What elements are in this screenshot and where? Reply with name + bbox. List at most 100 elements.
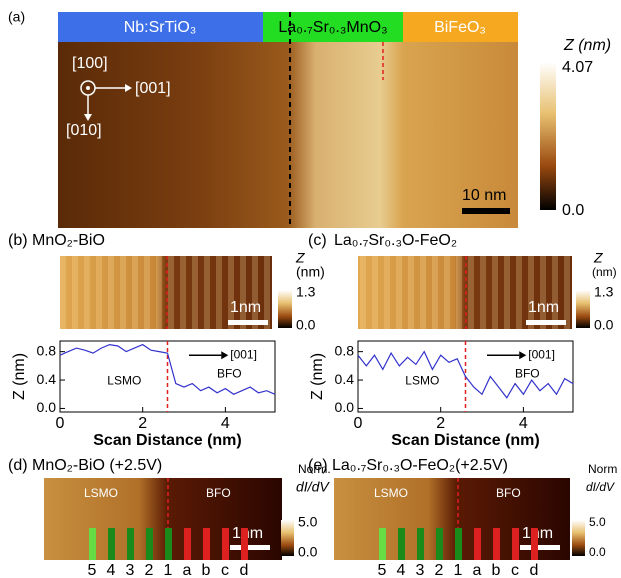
- marker-label: c: [511, 562, 519, 578]
- region-label: LSMO: [374, 486, 408, 500]
- annotation: LSMO: [107, 374, 141, 388]
- x-axis-label: Scan Distance (nm): [93, 432, 241, 449]
- panel-title: La₀.₇Sr₀.₃O-FeO₂: [334, 232, 457, 249]
- marker-bar: [531, 528, 538, 560]
- marker-bar: [127, 528, 134, 560]
- colorbar-tick: 5.0: [298, 514, 318, 530]
- colorbar-tick: 1.3: [594, 284, 614, 300]
- marker-label: 1: [454, 562, 463, 578]
- marker-bar: [241, 528, 248, 560]
- y-tick-label: 0.8: [37, 342, 57, 358]
- y-axis-label: Z (nm): [309, 353, 326, 400]
- marker-bar: [512, 528, 519, 560]
- x-tick-label: 4: [519, 415, 528, 432]
- direction-arrow: [125, 84, 132, 92]
- colorbar-label: Norm.: [298, 462, 331, 476]
- panel-label: (a): [8, 9, 25, 25]
- topography-image: [58, 42, 518, 228]
- image-texture: [358, 256, 572, 329]
- y-tick-label: 0.0: [335, 399, 355, 415]
- region-label: La₀.₇Sr₀.₃MnO₃: [278, 19, 387, 36]
- annotation: [001]: [528, 347, 555, 361]
- marker-label: 4: [397, 562, 406, 578]
- panel-title: MnO₂-BiO (+2.5V): [32, 457, 162, 474]
- direction-label: [010]: [66, 122, 102, 139]
- marker-label: c: [221, 562, 229, 578]
- scale-bar-label: 1nm: [230, 299, 261, 316]
- marker-bar: [436, 528, 443, 560]
- panel-label: (d): [8, 457, 28, 474]
- colorbar-tick: 0.0: [296, 317, 316, 333]
- panel-label: (b): [8, 232, 28, 249]
- annotation: LSMO: [405, 374, 439, 388]
- x-tick-label: 0: [56, 415, 65, 432]
- marker-bar: [493, 528, 500, 560]
- marker-label: b: [202, 562, 211, 578]
- colorbar-label: Z: [295, 250, 305, 266]
- scale-bar-label: 10 nm: [462, 187, 506, 204]
- scale-bar: [230, 545, 270, 550]
- colorbar-tick: 0.0: [298, 544, 318, 560]
- scale-bar-label: 1nm: [528, 299, 559, 316]
- marker-bar: [146, 528, 153, 560]
- colorbar: [576, 290, 590, 328]
- colorbar-label: (nm): [296, 264, 325, 280]
- marker-bar: [184, 528, 191, 560]
- marker-label: b: [492, 562, 501, 578]
- marker-bar: [89, 528, 96, 560]
- y-tick-label: 0.0: [37, 399, 57, 415]
- direction-label: [100]: [72, 55, 108, 72]
- annotation-arrow: [519, 351, 527, 360]
- y-axis-label: Z (nm): [11, 353, 28, 400]
- annotation: [001]: [230, 347, 257, 361]
- marker-bar: [417, 528, 424, 560]
- image-texture: [60, 256, 272, 329]
- marker-label: 1: [164, 562, 173, 578]
- marker-label: 3: [126, 562, 135, 578]
- colorbar: [540, 62, 556, 210]
- marker-bar: [108, 528, 115, 560]
- marker-bar: [398, 528, 405, 560]
- region-band: [403, 12, 518, 42]
- colorbar-tick: 1.3: [296, 284, 316, 300]
- marker-label: 5: [88, 562, 97, 578]
- profile-line: [357, 350, 574, 399]
- direction-symbol: [86, 86, 90, 90]
- colorbar-label: (nm): [592, 265, 617, 279]
- marker-label: d: [240, 562, 249, 578]
- marker-bar: [474, 528, 481, 560]
- region-label: Nb:SrTiO₃: [124, 19, 197, 36]
- y-tick-label: 0.4: [37, 371, 57, 387]
- annotation-arrow: [221, 351, 229, 360]
- direction-arrow: [84, 114, 92, 121]
- colorbar: [281, 520, 294, 556]
- marker-label: 4: [107, 562, 116, 578]
- colorbar-label: Z (nm): [563, 37, 611, 54]
- region-label: BFO: [496, 486, 521, 500]
- scale-bar: [520, 545, 560, 550]
- marker-bar: [203, 528, 210, 560]
- x-tick-label: 2: [436, 415, 445, 432]
- colorbar-tick: 5.0: [589, 515, 606, 529]
- marker-label: d: [530, 562, 539, 578]
- marker-label: 2: [145, 562, 154, 578]
- annotation: BFO: [217, 367, 242, 381]
- colorbar-tick: 0.0: [562, 202, 584, 219]
- marker-bar: [222, 528, 229, 560]
- y-tick-label: 0.8: [335, 342, 355, 358]
- marker-label: a: [183, 562, 192, 578]
- marker-label: 5: [378, 562, 387, 578]
- x-tick-label: 2: [138, 415, 147, 432]
- scale-bar: [462, 208, 510, 214]
- marker-bar: [455, 528, 462, 560]
- scale-bar: [228, 320, 268, 325]
- region-band: [58, 12, 263, 42]
- colorbar-label: dI/dV: [296, 479, 330, 495]
- annotation: BFO: [515, 367, 540, 381]
- region-band: [263, 12, 403, 42]
- colorbar-label: Norm: [588, 462, 617, 476]
- marker-label: 3: [416, 562, 425, 578]
